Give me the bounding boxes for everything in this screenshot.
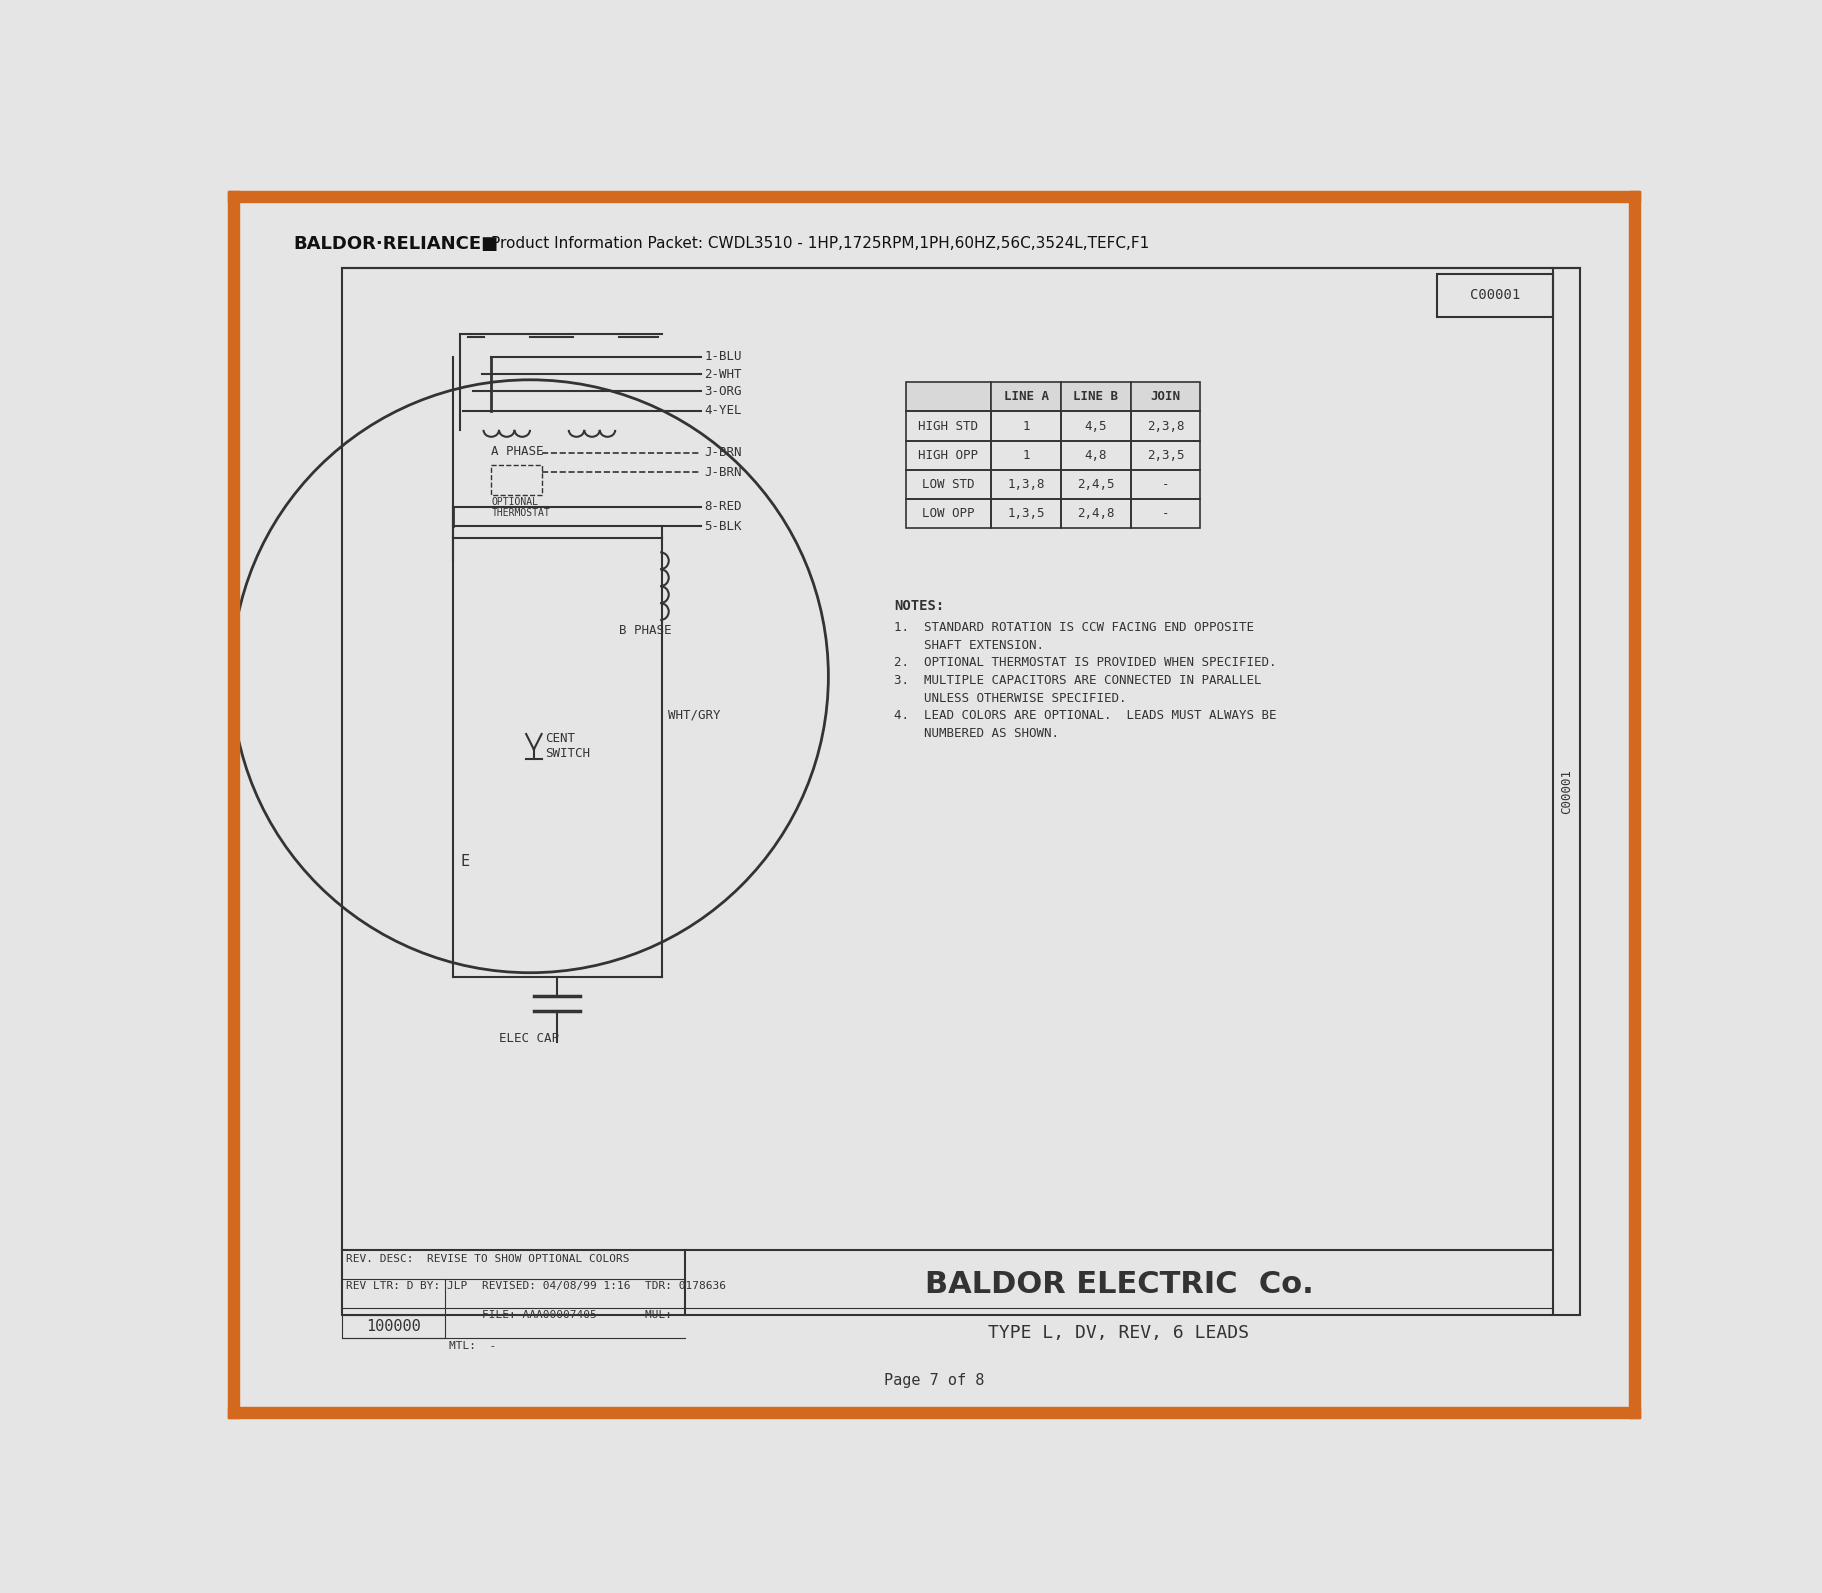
Bar (1060, 470, 1131, 499)
Text: CENT
SWITCH: CENT SWITCH (545, 731, 590, 760)
Bar (1060, 382, 1131, 411)
Text: JOIN: JOIN (1150, 390, 1181, 403)
Text: 4-YEL: 4-YEL (705, 405, 742, 417)
Text: TDR: 0178636: TDR: 0178636 (645, 1281, 725, 1290)
Bar (991, 441, 1060, 470)
Bar (343, 1316, 445, 1338)
Bar (1060, 499, 1131, 529)
Text: 4.  LEAD COLORS ARE OPTIONAL.  LEADS MUST ALWAYS BE: 4. LEAD COLORS ARE OPTIONAL. LEADS MUST … (895, 709, 1277, 722)
Bar (991, 470, 1060, 499)
Text: B PHASE: B PHASE (619, 623, 672, 637)
Text: 2,3,5: 2,3,5 (1146, 449, 1184, 462)
Text: 2.  OPTIONAL THERMOSTAT IS PROVIDED WHEN SPECIFIED.: 2. OPTIONAL THERMOSTAT IS PROVIDED WHEN … (895, 656, 1277, 669)
Text: 1.  STANDARD ROTATION IS CCW FACING END OPPOSITE: 1. STANDARD ROTATION IS CCW FACING END O… (895, 621, 1254, 634)
Text: OPTIONAL
THERMOSTAT: OPTIONAL THERMOSTAT (492, 497, 550, 518)
Text: 5-BLK: 5-BLK (705, 519, 742, 532)
Bar (228, 191, 1640, 202)
Text: BALDOR ELECTRIC  Co.: BALDOR ELECTRIC Co. (924, 1270, 1314, 1298)
Bar (1131, 470, 1201, 499)
Text: LINE B: LINE B (1073, 390, 1119, 403)
Bar (1131, 382, 1201, 411)
Text: NOTES:: NOTES: (895, 599, 944, 613)
Bar (991, 411, 1060, 441)
Text: REVISED: 04/08/99 1:16: REVISED: 04/08/99 1:16 (483, 1281, 630, 1290)
Text: MUL:  -: MUL: - (645, 1309, 692, 1321)
Bar (991, 499, 1060, 529)
Text: 2-WHT: 2-WHT (705, 368, 742, 381)
Text: LOW STD: LOW STD (922, 478, 975, 491)
Text: 4,8: 4,8 (1084, 449, 1108, 462)
Text: 1,3,8: 1,3,8 (1008, 478, 1044, 491)
Text: C00001: C00001 (1560, 769, 1574, 814)
Bar (228, 1407, 1640, 1418)
Text: 3-ORG: 3-ORG (705, 386, 742, 398)
Text: -: - (1162, 478, 1170, 491)
Text: NUMBERED AS SHOWN.: NUMBERED AS SHOWN. (895, 726, 1059, 741)
Text: REV LTR: D: REV LTR: D (346, 1281, 414, 1290)
Text: LOW OPP: LOW OPP (922, 507, 975, 521)
Bar (228, 191, 239, 1418)
Text: MTL:  -: MTL: - (448, 1341, 496, 1351)
Text: 2,4,5: 2,4,5 (1077, 478, 1115, 491)
Text: HIGH STD: HIGH STD (918, 419, 978, 433)
Text: E: E (461, 854, 470, 868)
Bar (906, 441, 991, 470)
Text: 4,5: 4,5 (1084, 419, 1108, 433)
Bar (492, 465, 541, 495)
Text: -: - (1162, 507, 1170, 521)
Text: 1,3,5: 1,3,5 (1008, 507, 1044, 521)
Bar (1060, 441, 1131, 470)
Text: SHAFT EXTENSION.: SHAFT EXTENSION. (895, 639, 1044, 652)
Bar (1629, 191, 1640, 1418)
Bar (906, 499, 991, 529)
Text: 2,3,8: 2,3,8 (1146, 419, 1184, 433)
Bar (1131, 499, 1201, 529)
Bar (1131, 411, 1201, 441)
Bar (1438, 274, 1552, 317)
Text: LINE A: LINE A (1004, 390, 1048, 403)
Text: J-BRN: J-BRN (705, 465, 742, 479)
Text: UNLESS OTHERWISE SPECIFIED.: UNLESS OTHERWISE SPECIFIED. (895, 691, 1126, 704)
Bar (343, 268, 1580, 1316)
Text: REV. DESC:  REVISE TO SHOW OPTIONAL COLORS: REV. DESC: REVISE TO SHOW OPTIONAL COLOR… (346, 1254, 630, 1263)
Bar (1060, 411, 1131, 441)
Text: C00001: C00001 (1470, 288, 1520, 303)
Text: 3.  MULTIPLE CAPACITORS ARE CONNECTED IN PARALLEL: 3. MULTIPLE CAPACITORS ARE CONNECTED IN … (895, 674, 1263, 687)
Text: FILE: AAA00007405: FILE: AAA00007405 (483, 1309, 596, 1321)
Text: ELEC CAP: ELEC CAP (499, 1032, 559, 1045)
Text: 1-BLU: 1-BLU (705, 350, 742, 363)
Text: J-BRN: J-BRN (705, 446, 742, 459)
Bar (906, 470, 991, 499)
Text: BY: JLP: BY: JLP (419, 1281, 466, 1290)
Text: 100000: 100000 (366, 1319, 421, 1333)
Text: HIGH OPP: HIGH OPP (918, 449, 978, 462)
Bar (1131, 441, 1201, 470)
Text: 2,4,8: 2,4,8 (1077, 507, 1115, 521)
Text: Page 7 of 8: Page 7 of 8 (884, 1373, 984, 1389)
Text: 1: 1 (1022, 449, 1029, 462)
Bar (906, 382, 991, 411)
Bar (906, 411, 991, 441)
Bar (991, 382, 1060, 411)
Text: BALDOR·RELIANCE■: BALDOR·RELIANCE■ (293, 234, 499, 253)
Text: TYPE L, DV, REV, 6 LEADS: TYPE L, DV, REV, 6 LEADS (989, 1324, 1250, 1341)
Text: 8-RED: 8-RED (705, 500, 742, 513)
Text: A PHASE: A PHASE (492, 446, 543, 459)
Text: Product Information Packet: CWDL3510 - 1HP,1725RPM,1PH,60HZ,56C,3524L,TEFC,F1: Product Information Packet: CWDL3510 - 1… (492, 236, 1150, 252)
Text: WHT/GRY: WHT/GRY (669, 709, 720, 722)
Text: 1: 1 (1022, 419, 1029, 433)
